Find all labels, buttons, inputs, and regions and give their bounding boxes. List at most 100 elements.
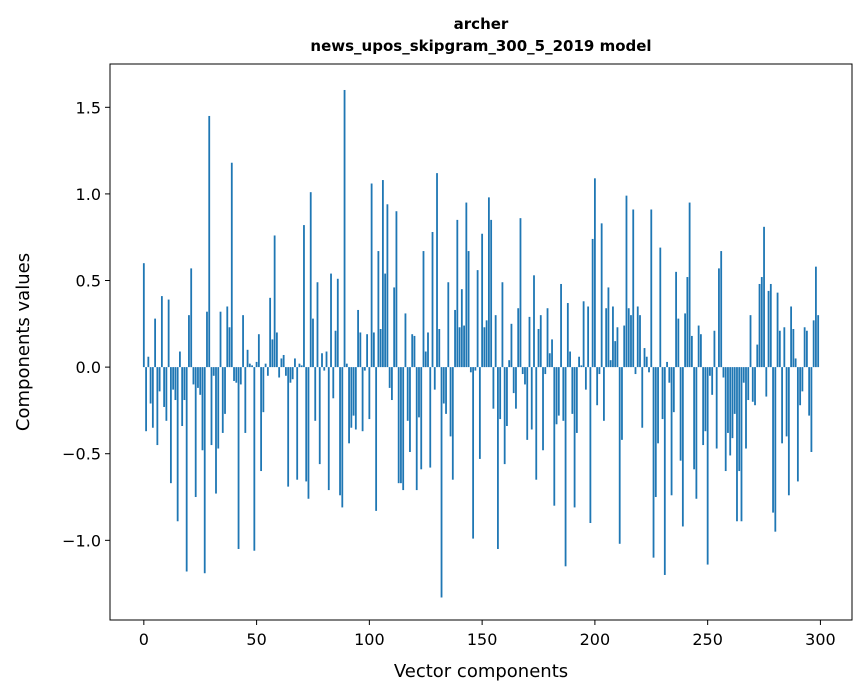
bar-component-87 bbox=[339, 367, 341, 496]
bar-component-177 bbox=[542, 367, 544, 451]
bar-component-134 bbox=[445, 367, 447, 414]
bar-component-260 bbox=[729, 367, 732, 456]
bar-component-237 bbox=[677, 318, 680, 368]
bar-component-167 bbox=[519, 218, 522, 368]
bar-component-241 bbox=[686, 277, 689, 368]
bar-component-222 bbox=[643, 348, 646, 368]
bar-component-240 bbox=[684, 313, 687, 368]
bar-component-288 bbox=[792, 329, 795, 368]
bar-component-13 bbox=[172, 367, 175, 390]
bar-component-130 bbox=[436, 173, 438, 368]
bar-component-39 bbox=[230, 162, 233, 368]
bar-component-22 bbox=[192, 367, 195, 385]
bar-component-107 bbox=[384, 273, 387, 368]
bar-component-190 bbox=[571, 367, 574, 414]
bar-component-229 bbox=[659, 247, 662, 368]
bar-component-82 bbox=[327, 367, 330, 491]
bar-component-248 bbox=[702, 367, 705, 446]
bar-component-199 bbox=[591, 238, 594, 368]
chart-title: archer bbox=[454, 15, 509, 33]
bar-component-211 bbox=[618, 367, 621, 544]
bar-component-124 bbox=[422, 251, 425, 368]
bar-component-139 bbox=[456, 219, 459, 368]
bar-component-210 bbox=[616, 327, 619, 368]
bar-component-42 bbox=[237, 367, 240, 549]
bar-component-136 bbox=[449, 367, 452, 437]
bar-component-219 bbox=[636, 306, 639, 368]
bar-component-85 bbox=[334, 330, 337, 368]
bar-component-66 bbox=[291, 367, 294, 380]
bar-component-83 bbox=[330, 273, 332, 368]
bar-component-278 bbox=[769, 283, 772, 368]
bar-component-4 bbox=[151, 367, 154, 428]
bar-component-273 bbox=[758, 283, 761, 368]
bar-component-156 bbox=[494, 315, 497, 368]
bar-component-224 bbox=[648, 367, 650, 373]
bar-component-147 bbox=[474, 367, 477, 371]
bar-component-153 bbox=[487, 197, 490, 368]
bar-component-216 bbox=[630, 315, 632, 368]
bar-component-55 bbox=[266, 367, 269, 376]
bar-component-10 bbox=[165, 367, 168, 421]
bar-component-186 bbox=[562, 367, 565, 421]
bar-component-3 bbox=[149, 367, 152, 404]
bar-component-163 bbox=[510, 323, 513, 368]
bar-component-92 bbox=[350, 367, 353, 428]
bar-component-174 bbox=[535, 367, 538, 480]
bar-component-155 bbox=[492, 367, 495, 409]
bar-component-295 bbox=[808, 367, 811, 416]
bar-component-279 bbox=[772, 367, 774, 513]
bar-component-184 bbox=[557, 367, 560, 416]
bar-component-158 bbox=[499, 367, 502, 420]
bar-component-60 bbox=[278, 367, 281, 378]
bar-component-30 bbox=[210, 367, 213, 446]
bar-component-68 bbox=[296, 367, 299, 480]
bar-component-274 bbox=[760, 277, 763, 368]
bar-component-113 bbox=[397, 367, 400, 484]
chart-subtitle: news_upos_skipgram_300_5_2019 model bbox=[310, 37, 651, 55]
bar-component-271 bbox=[754, 367, 756, 406]
bar-component-168 bbox=[521, 367, 524, 375]
x-axis: 0 50 100 150 200 250 300 bbox=[139, 620, 836, 649]
bar-component-115 bbox=[402, 367, 405, 491]
bar-component-205 bbox=[605, 308, 608, 368]
bar-component-283 bbox=[781, 367, 783, 444]
bar-component-43 bbox=[239, 367, 242, 385]
bar-component-194 bbox=[580, 365, 583, 368]
bar-component-154 bbox=[490, 219, 493, 368]
bar-component-138 bbox=[454, 309, 456, 368]
bar-component-142 bbox=[463, 325, 465, 368]
bar-component-188 bbox=[566, 303, 569, 368]
bar-component-135 bbox=[447, 282, 450, 368]
bar-component-19 bbox=[185, 367, 188, 572]
bar-component-56 bbox=[269, 297, 272, 368]
bar-component-204 bbox=[603, 367, 605, 421]
bar-component-181 bbox=[551, 339, 553, 368]
bar-component-203 bbox=[600, 223, 603, 368]
bar-component-297 bbox=[812, 320, 815, 368]
bar-component-58 bbox=[273, 235, 276, 368]
bar-component-200 bbox=[593, 178, 596, 368]
bar-component-148 bbox=[476, 270, 479, 368]
bar-component-285 bbox=[785, 367, 788, 437]
bar-component-77 bbox=[316, 282, 319, 368]
bar-component-6 bbox=[156, 367, 159, 446]
bar-component-255 bbox=[718, 268, 720, 368]
bar-component-294 bbox=[805, 330, 808, 368]
bar-component-100 bbox=[368, 367, 371, 420]
bar-component-292 bbox=[801, 367, 804, 392]
bar-component-178 bbox=[544, 367, 547, 375]
bar-component-191 bbox=[573, 367, 576, 508]
bar-component-180 bbox=[548, 353, 551, 368]
bar-component-159 bbox=[501, 282, 504, 368]
bar-component-123 bbox=[420, 367, 423, 470]
y-tick-label: −1.0 bbox=[62, 531, 101, 550]
bar-component-103 bbox=[375, 367, 378, 511]
bar-component-146 bbox=[472, 367, 475, 539]
bar-component-38 bbox=[228, 327, 231, 368]
bar-component-169 bbox=[524, 367, 526, 385]
bar-component-267 bbox=[745, 367, 747, 449]
bar-component-202 bbox=[598, 367, 601, 375]
bar-component-17 bbox=[181, 367, 184, 427]
